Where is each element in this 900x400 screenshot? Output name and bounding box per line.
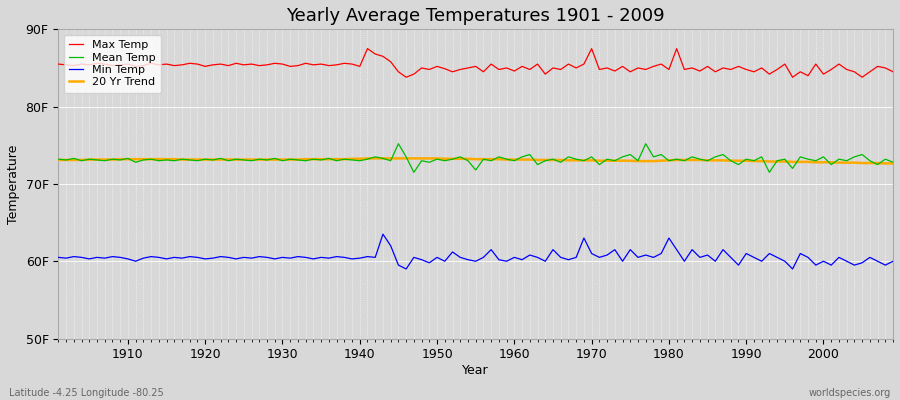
Max Temp bbox=[400, 75, 411, 80]
Max Temp bbox=[53, 62, 64, 66]
Max Temp bbox=[284, 64, 295, 69]
Min Temp bbox=[53, 255, 64, 260]
Text: Latitude -4.25 Longitude -80.25: Latitude -4.25 Longitude -80.25 bbox=[9, 388, 164, 398]
Min Temp bbox=[887, 259, 898, 264]
Mean Temp bbox=[115, 158, 126, 162]
20 Yr Trend bbox=[331, 157, 342, 162]
Min Temp bbox=[284, 256, 295, 260]
Min Temp bbox=[400, 266, 411, 271]
Legend: Max Temp, Mean Temp, Min Temp, 20 Yr Trend: Max Temp, Mean Temp, Min Temp, 20 Yr Tre… bbox=[64, 35, 161, 93]
Mean Temp bbox=[617, 154, 628, 159]
20 Yr Trend bbox=[115, 157, 126, 162]
20 Yr Trend bbox=[880, 161, 891, 166]
Mean Temp bbox=[53, 157, 64, 162]
Line: 20 Yr Trend: 20 Yr Trend bbox=[58, 158, 893, 164]
20 Yr Trend bbox=[609, 158, 620, 163]
Min Temp bbox=[115, 255, 126, 260]
Max Temp bbox=[517, 64, 527, 69]
Max Temp bbox=[887, 70, 898, 74]
Mean Temp bbox=[517, 154, 527, 159]
Mean Temp bbox=[331, 158, 342, 163]
Line: Max Temp: Max Temp bbox=[58, 49, 893, 77]
Line: Mean Temp: Mean Temp bbox=[58, 144, 893, 172]
X-axis label: Year: Year bbox=[463, 364, 489, 377]
Min Temp bbox=[378, 232, 389, 236]
Mean Temp bbox=[393, 141, 404, 146]
Max Temp bbox=[115, 62, 126, 67]
Line: Min Temp: Min Temp bbox=[58, 234, 893, 269]
20 Yr Trend bbox=[53, 158, 64, 162]
20 Yr Trend bbox=[284, 157, 295, 162]
20 Yr Trend bbox=[887, 161, 898, 166]
Mean Temp bbox=[887, 160, 898, 165]
Max Temp bbox=[617, 64, 628, 69]
Min Temp bbox=[617, 259, 628, 264]
20 Yr Trend bbox=[362, 156, 373, 161]
Title: Yearly Average Temperatures 1901 - 2009: Yearly Average Temperatures 1901 - 2009 bbox=[286, 7, 665, 25]
20 Yr Trend bbox=[508, 157, 519, 162]
Mean Temp bbox=[284, 157, 295, 162]
Min Temp bbox=[525, 253, 535, 258]
Mean Temp bbox=[525, 152, 535, 157]
20 Yr Trend bbox=[517, 157, 527, 162]
Text: worldspecies.org: worldspecies.org bbox=[809, 388, 891, 398]
Mean Temp bbox=[409, 170, 419, 175]
Y-axis label: Temperature: Temperature bbox=[7, 144, 20, 224]
Max Temp bbox=[362, 46, 373, 51]
Min Temp bbox=[331, 254, 342, 259]
Max Temp bbox=[331, 62, 342, 67]
Min Temp bbox=[517, 257, 527, 262]
Max Temp bbox=[525, 67, 535, 72]
